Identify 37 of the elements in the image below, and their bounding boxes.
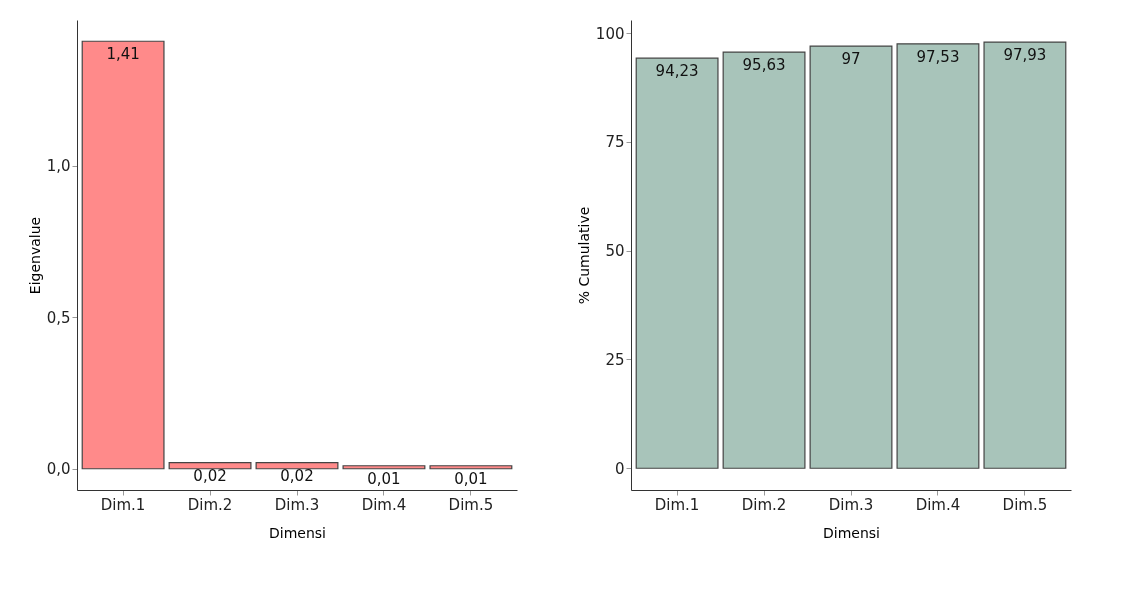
x-tick-label: Dim.4 — [361, 495, 407, 514]
x-tick-label: Dim.1 — [100, 495, 146, 514]
y-axis-title: % Cumulative — [575, 206, 592, 305]
x-axis-title: Dimensi — [269, 524, 326, 541]
x-tick-label: Dim.4 — [915, 495, 961, 514]
bar — [168, 462, 252, 470]
bar — [81, 40, 165, 470]
x-tick-label: Dim.2 — [187, 495, 233, 514]
y-tick-label: 0 — [614, 459, 625, 478]
data-label: 0,02 — [280, 466, 314, 485]
y-tick-label: 1,0 — [46, 157, 71, 176]
x-tick-label: Dim.3 — [828, 495, 874, 514]
x-tick-label: Dim.3 — [274, 495, 320, 514]
data-label: 0,02 — [193, 466, 227, 485]
data-label: 94,23 — [655, 62, 699, 81]
data-label: 1,41 — [106, 45, 140, 64]
bar — [342, 465, 426, 470]
y-tick-label: 100 — [595, 24, 625, 43]
data-label: 97,53 — [916, 47, 960, 66]
x-tick-label: Dim.2 — [741, 495, 787, 514]
x-tick-label: Dim.5 — [448, 495, 494, 514]
y-tick-label: 50 — [605, 242, 625, 261]
data-label: 97 — [841, 50, 861, 69]
y-tick-label: 25 — [605, 350, 625, 369]
bar — [255, 462, 339, 470]
data-label: 0,01 — [454, 469, 488, 488]
y-tick-label: 0,5 — [46, 308, 71, 327]
data-label: 97,93 — [1003, 46, 1047, 65]
y-tick-label: 75 — [605, 133, 625, 152]
data-label: 95,63 — [742, 56, 786, 75]
x-axis-title: Dimensi — [823, 524, 880, 541]
y-tick-label: 0,0 — [46, 460, 71, 479]
x-tick-label: Dim.5 — [1002, 495, 1048, 514]
bar — [429, 465, 513, 470]
x-tick-label: Dim.1 — [654, 495, 700, 514]
data-label: 0,01 — [367, 469, 401, 488]
y-axis-title: Eigenvalue — [26, 216, 43, 295]
